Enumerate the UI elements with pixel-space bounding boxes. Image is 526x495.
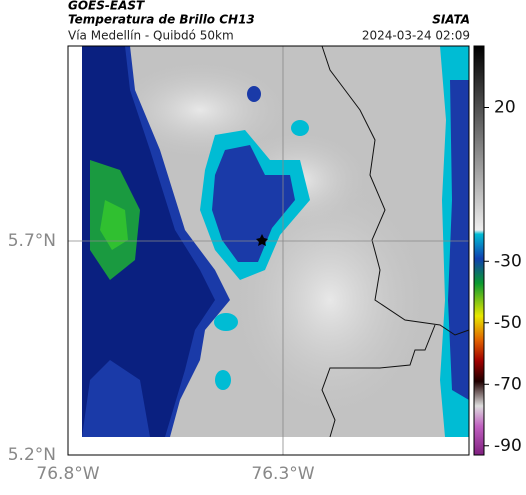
colorbar	[473, 45, 485, 456]
colorbar-tick-label: -70	[494, 374, 522, 394]
border	[321, 45, 470, 438]
product: Temperatura de Brillo CH13	[68, 13, 255, 27]
location-marker	[256, 234, 268, 246]
colorbar-tick-label: -30	[494, 251, 522, 271]
lon-label: 76.8°W	[36, 464, 99, 484]
source: GOES-EAST	[68, 0, 145, 13]
cloud	[212, 145, 295, 262]
cloud	[215, 370, 231, 390]
patch	[230, 180, 430, 420]
map	[67, 45, 470, 456]
lat-label: 5.2°N	[8, 445, 56, 465]
brand: SIATA	[432, 13, 470, 27]
lat-label: 5.7°N	[8, 231, 56, 251]
colorbar-tick-label: 20	[494, 98, 516, 118]
map-border	[67, 45, 470, 456]
lon-label: 76.3°W	[251, 464, 314, 484]
cloud	[82, 46, 215, 437]
cloud	[247, 86, 261, 102]
colorbar-tick-label: -50	[494, 313, 522, 333]
region: Vía Medellín - Quibdó 50km	[68, 29, 234, 43]
cloud	[448, 80, 469, 400]
colorbar-tick-label: -90	[494, 436, 522, 456]
cloud	[214, 313, 238, 331]
timestamp: 2024-03-24 02:09	[362, 29, 470, 43]
cloud	[291, 120, 309, 136]
cloud-core	[100, 200, 128, 250]
